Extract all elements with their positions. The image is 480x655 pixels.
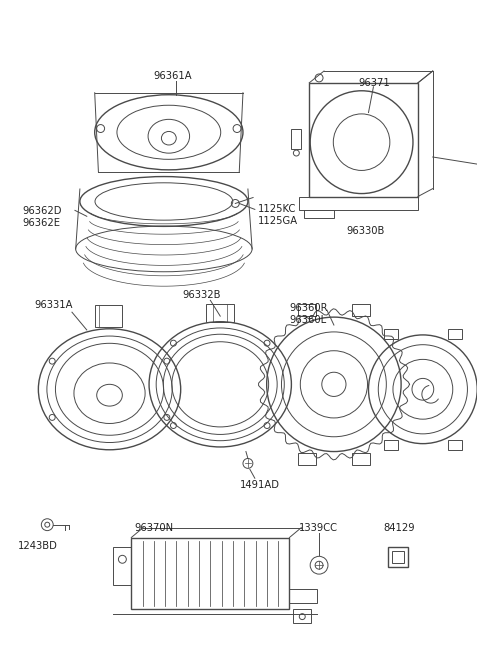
- Bar: [95, 305, 122, 327]
- Text: 96332B: 96332B: [183, 290, 221, 301]
- Bar: [388, 548, 408, 567]
- Text: 96360R: 96360R: [289, 303, 328, 313]
- Text: 96360L: 96360L: [289, 315, 326, 325]
- Text: 96362D: 96362D: [23, 206, 62, 216]
- Bar: [289, 589, 317, 603]
- Bar: [113, 548, 131, 585]
- Bar: [448, 440, 462, 450]
- Bar: [300, 196, 418, 210]
- Text: 96330B: 96330B: [347, 226, 385, 236]
- Text: 96371: 96371: [359, 78, 390, 88]
- Bar: [384, 440, 398, 450]
- Bar: [352, 304, 370, 316]
- Text: 1243BD: 1243BD: [18, 540, 58, 550]
- Bar: [304, 210, 334, 218]
- Text: 84129: 84129: [384, 523, 415, 533]
- Text: 96362E: 96362E: [23, 218, 60, 229]
- Text: 96331A: 96331A: [35, 301, 73, 310]
- Bar: [309, 83, 418, 196]
- Text: 1125KC: 1125KC: [258, 204, 296, 214]
- Text: 1339CC: 1339CC: [300, 523, 338, 533]
- Bar: [206, 304, 234, 322]
- Bar: [392, 552, 404, 563]
- Bar: [298, 453, 316, 465]
- Bar: [298, 304, 316, 316]
- Bar: [293, 608, 311, 622]
- Bar: [479, 159, 480, 171]
- Bar: [448, 329, 462, 339]
- Text: 96370N: 96370N: [134, 523, 173, 533]
- Text: 96361A: 96361A: [153, 71, 192, 81]
- Bar: [384, 329, 398, 339]
- Bar: [131, 538, 289, 608]
- Bar: [291, 129, 301, 149]
- Text: 1125GA: 1125GA: [258, 216, 298, 226]
- Text: 1491AD: 1491AD: [240, 480, 280, 490]
- Bar: [352, 453, 370, 465]
